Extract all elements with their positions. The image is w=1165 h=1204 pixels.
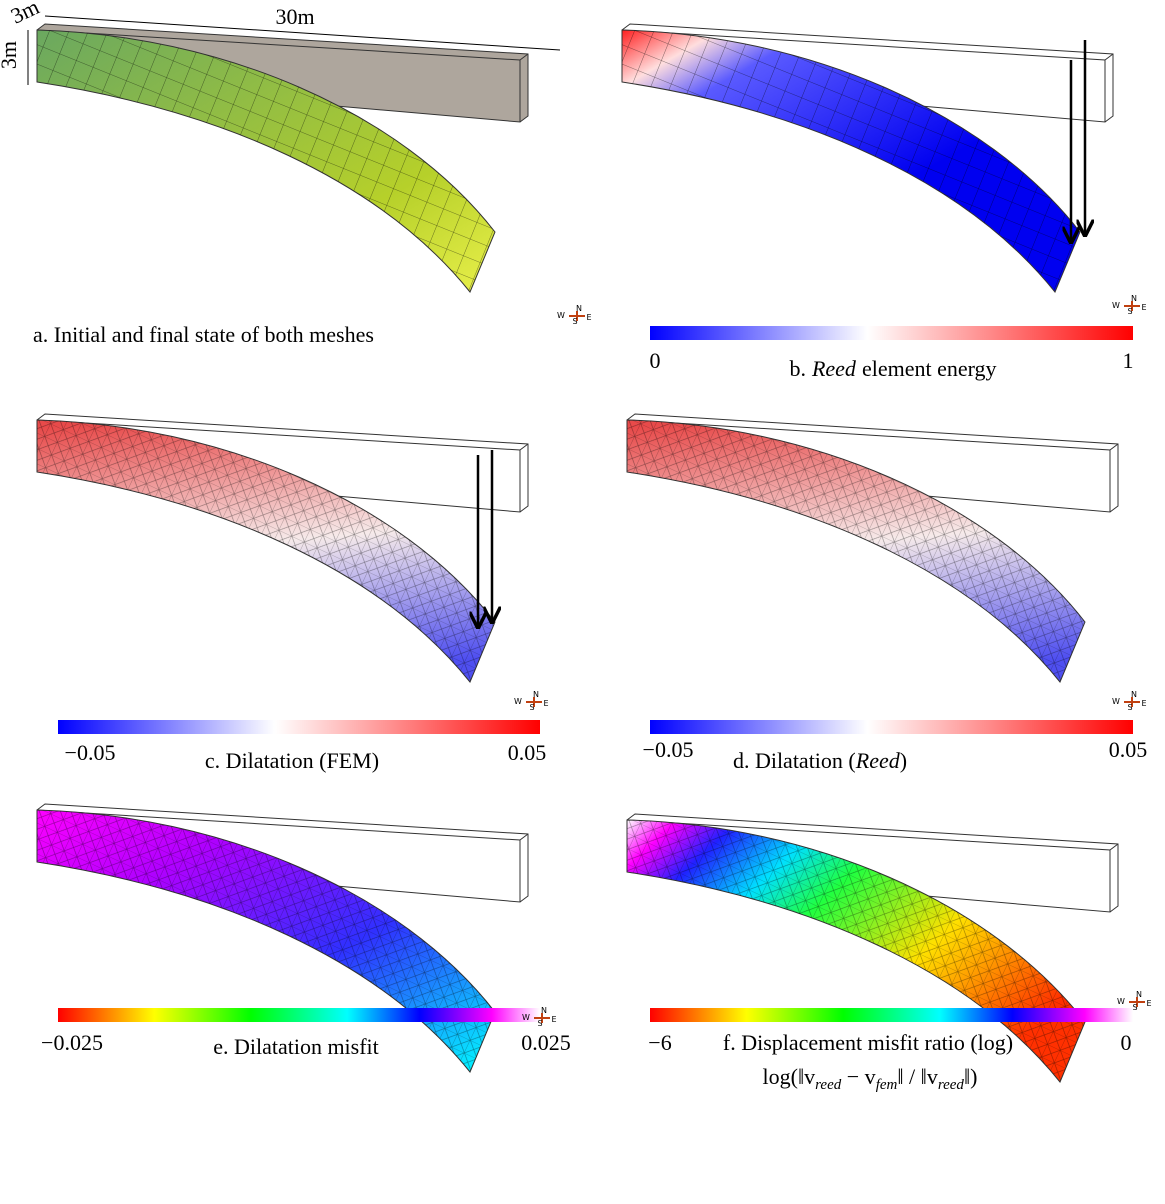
- compass-label: W: [557, 311, 565, 320]
- mesh: [622, 30, 1080, 292]
- dim-depth: 3m: [7, 0, 43, 28]
- colorbar-min: −0.05: [643, 737, 694, 762]
- compass-label: S: [1127, 307, 1132, 316]
- colorbar-min: −6: [648, 1030, 671, 1055]
- panels: 30m 3m 3m a. Initial and final state of bot…: [0, 0, 1152, 1093]
- compass-label: N: [1136, 990, 1142, 999]
- compass-label: E: [543, 699, 548, 708]
- mesh: [627, 820, 1085, 1082]
- compass-needle: [1124, 301, 1140, 311]
- compass-label: W: [514, 697, 522, 706]
- compass-label: S: [1127, 703, 1132, 712]
- caption-prefix: b.: [789, 356, 806, 381]
- colorbar-min: −0.025: [41, 1030, 103, 1055]
- beam-render: [36, 803, 529, 1073]
- compass-label: E: [1146, 999, 1151, 1008]
- formula-subscript: fem: [876, 1077, 898, 1093]
- compass-needle: [534, 1013, 550, 1023]
- dim-height: 3m: [0, 41, 21, 69]
- compass-needle: [526, 697, 542, 707]
- caption: e. Dilatation misfit: [213, 1034, 379, 1059]
- compass-needle: [1129, 997, 1145, 1007]
- colorbar: [58, 720, 540, 734]
- compass: W NS E: [514, 690, 548, 712]
- compass-label: E: [1141, 699, 1146, 708]
- caption-suffix: element energy: [862, 356, 997, 381]
- caption: f. Displacement misfit ratio (log): [723, 1030, 1013, 1055]
- compass: W NS E: [1112, 294, 1146, 316]
- colorbar: [650, 326, 1133, 340]
- beam-render: [36, 23, 529, 293]
- colorbar: [650, 1008, 1133, 1022]
- mesh: [627, 420, 1085, 682]
- compass: W NS E: [1112, 690, 1146, 712]
- caption: c. Dilatation (FEM): [205, 748, 379, 773]
- compass-label: N: [541, 1006, 547, 1015]
- colorbar-max: 0.05: [508, 740, 547, 765]
- formula-subscript: reed: [938, 1077, 965, 1093]
- colorbar-min: 0: [650, 348, 661, 373]
- colorbar-max: 1: [1123, 348, 1134, 373]
- compass: W NS E: [1117, 990, 1151, 1012]
- caption-emph: Reed: [811, 356, 857, 381]
- compass-label: W: [1117, 997, 1125, 1006]
- dim-line: [44, 15, 561, 51]
- compass-label: S: [529, 703, 534, 712]
- compass-label: S: [1132, 1003, 1137, 1012]
- compass-label: E: [1141, 303, 1146, 312]
- dim-width: 30m: [275, 4, 314, 29]
- compass-label: W: [522, 1013, 530, 1022]
- compass-label: W: [1112, 301, 1120, 310]
- caption-emph: Reed: [855, 748, 901, 773]
- compass: W NS E: [557, 304, 591, 326]
- caption: b. Reed element energy: [789, 356, 996, 381]
- compass-label: W: [1112, 697, 1120, 706]
- caption-prefix: d. Dilatation (: [733, 748, 856, 773]
- mesh: [37, 420, 495, 682]
- compass-label: N: [533, 690, 539, 699]
- colorbar-min: −0.05: [65, 740, 116, 765]
- formula-part: log(‖v: [763, 1064, 816, 1089]
- compass: W NS E: [522, 1006, 556, 1028]
- formula-part: ‖ / ‖v: [897, 1064, 937, 1089]
- colorbar: [650, 720, 1133, 734]
- compass-label: E: [586, 313, 591, 322]
- caption: a. Initial and final state of both meshe…: [33, 322, 374, 347]
- compass-label: S: [537, 1019, 542, 1028]
- compass-label: N: [1131, 294, 1137, 303]
- formula: log(‖vreed − vfem‖ / ‖vreed‖): [763, 1064, 978, 1093]
- colorbar-max: 0.05: [1109, 737, 1148, 762]
- beam-render: [626, 413, 1119, 683]
- compass-label: N: [576, 304, 582, 313]
- caption: d. Dilatation (Reed): [733, 748, 907, 773]
- formula-part: ‖): [964, 1064, 978, 1089]
- mesh: [37, 30, 495, 292]
- colorbar-max: 0.025: [521, 1030, 571, 1055]
- beam-render: [621, 23, 1114, 293]
- compass-label: N: [1131, 690, 1137, 699]
- beam-render: [36, 413, 529, 683]
- colorbar-max: 0: [1121, 1030, 1132, 1055]
- compass-label: E: [551, 1015, 556, 1024]
- formula-subscript: reed: [815, 1077, 842, 1093]
- compass-needle: [569, 311, 585, 321]
- formula-part: − v: [841, 1064, 875, 1089]
- colorbar: [58, 1008, 540, 1022]
- caption-suffix: ): [900, 748, 907, 773]
- beam-render: [626, 813, 1119, 1083]
- mesh: [37, 810, 495, 1072]
- compass-label: S: [572, 317, 577, 326]
- compass-needle: [1124, 697, 1140, 707]
